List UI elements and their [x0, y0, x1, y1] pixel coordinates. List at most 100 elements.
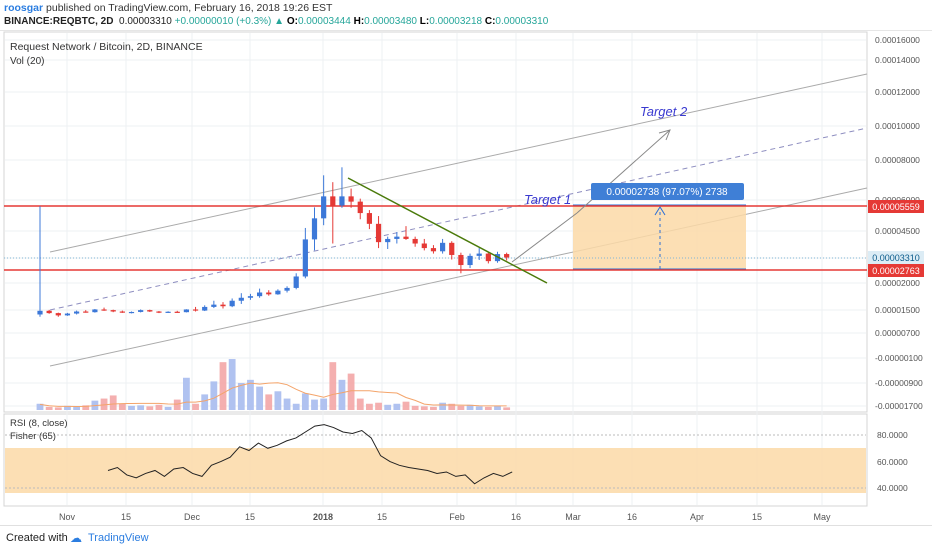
volume-bar [155, 404, 163, 410]
volume-bar [45, 406, 53, 410]
o-label: O: [286, 16, 298, 27]
candle-body [92, 309, 98, 313]
price-axis-tick: 0.00002000 [875, 278, 920, 288]
fisher-label: Fisher (65) [10, 431, 56, 442]
candle-body [165, 311, 171, 313]
candle-body [183, 309, 189, 313]
volume-bar [411, 405, 419, 410]
price-axis[interactable]: 0.00016000 0.00014000 0.00012000 0.00010000… [875, 35, 923, 411]
time-axis-tick: 15 [121, 512, 131, 522]
published-text: published on TradingView.com, February 1… [46, 2, 333, 14]
candle-body [275, 290, 281, 295]
time-axis-tick: Dec [184, 512, 201, 522]
time-axis-tick: Nov [59, 512, 76, 522]
volume-bar [384, 404, 392, 410]
rsi-label: RSI (8, close) [10, 418, 68, 429]
last-price: 0.00003310 [119, 16, 172, 27]
volume-bar [164, 406, 172, 410]
time-axis-tick: 15 [752, 512, 762, 522]
time-axis-tick: 2018 [313, 512, 333, 522]
candle-body [357, 201, 363, 214]
time-axis-tick: 16 [511, 512, 521, 522]
candle-body [394, 236, 400, 239]
time-axis-tick: Feb [449, 512, 465, 522]
price-axis-tick: -0.00000100 [875, 353, 923, 363]
volume-bar [393, 403, 401, 410]
candle-body [430, 248, 437, 252]
rsi-line [107, 424, 513, 485]
volume-bar [475, 406, 483, 410]
price-chart[interactable]: Target 1 Target 2 0.00002738 (97.07%) 27… [0, 30, 932, 525]
candle-body [247, 296, 254, 298]
candle-body [321, 196, 327, 219]
candle-body [46, 310, 52, 314]
candle-body [74, 311, 80, 314]
channel-upper-line [49, 73, 868, 253]
volume-ma-line [39, 382, 507, 407]
volume-bar [128, 405, 135, 410]
candle-body [119, 311, 125, 313]
time-axis-tick: 15 [245, 512, 255, 522]
descending-trendline[interactable] [347, 177, 548, 284]
candle-body [238, 297, 244, 301]
volume-bar [484, 406, 492, 410]
volume-bar [247, 379, 254, 410]
low-value: 0.00003218 [429, 16, 483, 27]
volume-bar [137, 405, 145, 410]
volume-bar [237, 382, 245, 410]
candle-body [174, 311, 180, 313]
c-label: C: [484, 16, 496, 27]
candle-body [293, 276, 299, 288]
change-value: +0.00000010 (+0.3%) [174, 16, 272, 27]
volume-bar [448, 403, 456, 410]
volume-bar [64, 405, 71, 410]
candle-body [476, 253, 482, 256]
price-axis-tick: 0.00001500 [875, 305, 920, 315]
time-axis-tick: May [813, 512, 831, 522]
price-axis-tick: 0.00012000 [875, 87, 920, 97]
publish-info: roosgar published on TradingView.com, Fe… [4, 2, 332, 14]
price-axis-tick: -0.00001700 [875, 401, 923, 411]
candle-body [504, 254, 510, 258]
volume-bar [347, 373, 355, 410]
price-axis-tick: 0.00016000 [875, 35, 920, 45]
candle-body [128, 311, 135, 314]
volume-bar [118, 403, 126, 410]
candle-body [311, 218, 318, 240]
time-axis-tick: 16 [627, 512, 637, 522]
candle-body [156, 311, 162, 313]
target2-arrow-icon [658, 129, 671, 141]
tradingview-cloud-icon: ☁ [70, 531, 82, 545]
tradingview-link[interactable]: TradingView [88, 532, 149, 544]
volume-bar [219, 362, 227, 410]
volume-bar [420, 406, 428, 410]
volume-bar [503, 407, 511, 410]
volume-bar [283, 398, 291, 410]
support-badge [868, 264, 924, 277]
candle-body [375, 223, 382, 243]
resistance-badge-text: 0.00005559 [872, 202, 920, 212]
volume-bar [292, 403, 300, 410]
last-price-badge [868, 251, 924, 264]
ohlc-readout: BINANCE:REQBTC, 2D 0.00003310 +0.0000001… [4, 16, 548, 27]
candle-body [467, 255, 473, 266]
channel-mid-line [49, 127, 868, 311]
time-axis[interactable]: Nov 15 Dec 15 2018 15 Feb 16 Mar 16 Apr 15 May [59, 512, 831, 522]
volume-bar [210, 381, 218, 410]
price-axis-tick: 0.00010000 [875, 121, 920, 131]
candle-body [257, 292, 263, 297]
candle-body [220, 304, 226, 307]
volume-bar [430, 406, 437, 410]
candle-body [284, 287, 290, 291]
volume-bar [173, 399, 181, 410]
volume-bar [146, 406, 154, 410]
volume-bar [54, 407, 62, 410]
volume-bar [36, 403, 44, 410]
fisher-band [5, 448, 866, 493]
author-link[interactable]: roosgar [4, 2, 44, 14]
candle-body [421, 243, 427, 249]
candle-body [348, 196, 354, 202]
candle-body [211, 304, 217, 307]
price-axis-tick: 0.00004500 [875, 226, 920, 236]
created-with-text: Created with [6, 532, 68, 544]
